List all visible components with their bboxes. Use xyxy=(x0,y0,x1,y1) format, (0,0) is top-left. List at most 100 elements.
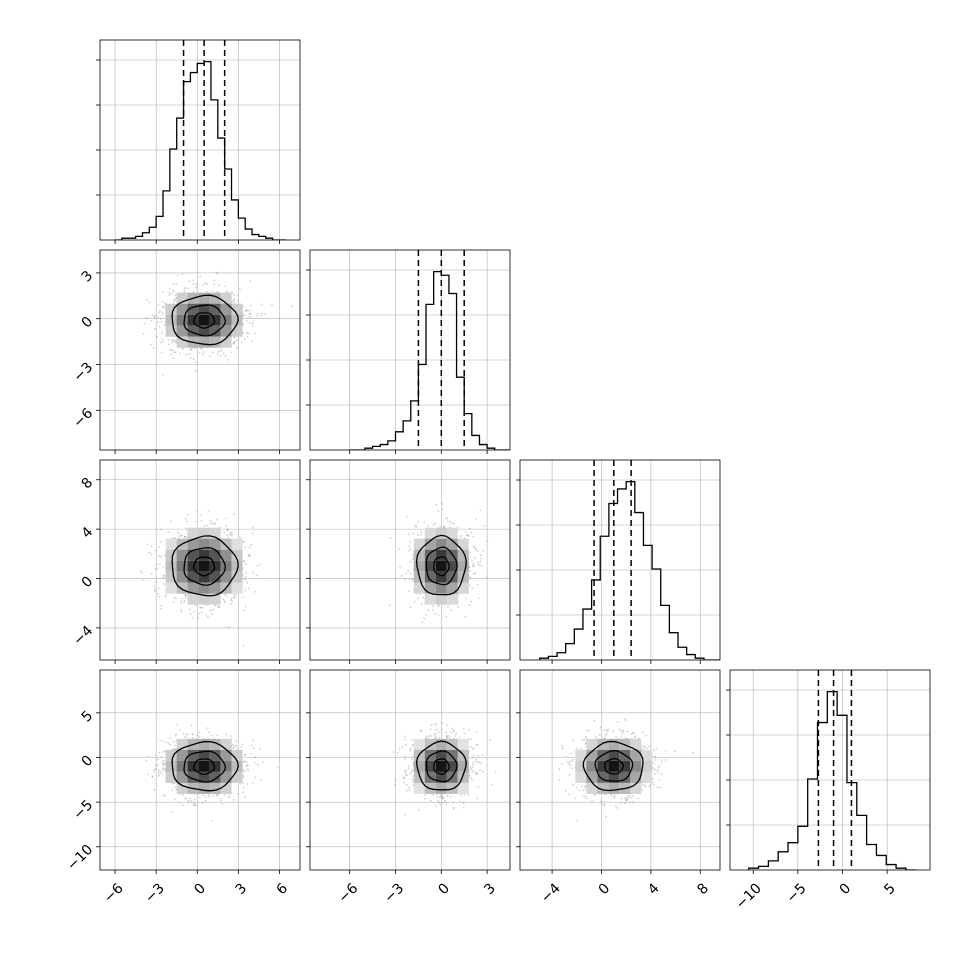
scatter-point xyxy=(162,575,165,577)
marginal-panel-2 xyxy=(516,460,720,664)
scatter-point xyxy=(470,600,472,603)
scatter-point xyxy=(195,286,198,289)
scatter-point xyxy=(470,738,472,740)
density-cell xyxy=(435,749,447,761)
scatter-point xyxy=(472,770,475,772)
scatter-point xyxy=(162,764,165,767)
scatter-point xyxy=(595,736,597,738)
density-cell xyxy=(187,771,199,783)
scatter-point xyxy=(172,740,175,743)
scatter-point xyxy=(660,773,663,775)
x-tick-label: −6 xyxy=(101,880,127,906)
scatter-point xyxy=(654,773,656,775)
y-tick-label: −4 xyxy=(70,623,96,649)
scatter-point xyxy=(160,756,163,758)
scatter-point xyxy=(159,771,162,774)
scatter-point xyxy=(428,736,430,738)
density-cell xyxy=(209,549,221,561)
scatter-point xyxy=(160,320,163,323)
scatter-point xyxy=(558,768,561,771)
joint-frame-0-3 xyxy=(99,669,301,871)
scatter-point xyxy=(158,555,161,558)
scatter-point xyxy=(215,604,218,607)
scatter-point xyxy=(420,729,422,732)
density-cell xyxy=(209,325,221,337)
scatter-point xyxy=(614,805,617,807)
contour-line-1 xyxy=(183,304,226,337)
scatter-point xyxy=(164,768,166,770)
scatter-point xyxy=(398,748,401,751)
scatter-point xyxy=(466,533,469,536)
density-cell xyxy=(209,582,221,594)
scatter-point xyxy=(183,735,186,738)
scatter-point xyxy=(477,561,479,564)
scatter-point xyxy=(247,587,250,590)
scatter-point xyxy=(261,761,264,764)
scatter-point xyxy=(161,331,164,334)
density-cell xyxy=(457,760,469,772)
density-cell xyxy=(209,336,221,348)
marginal-panel-3 xyxy=(726,670,930,874)
scatter-point xyxy=(223,599,226,602)
scatter-point xyxy=(173,747,176,750)
y-tick-label: 0 xyxy=(79,752,97,770)
contour-line-0 xyxy=(433,556,450,577)
scatter-point xyxy=(257,764,259,766)
scatter-point xyxy=(172,601,175,603)
scatter-point xyxy=(226,290,229,293)
scatter-point xyxy=(615,735,617,738)
scatter-point xyxy=(407,569,410,572)
scatter-point xyxy=(231,599,234,602)
scatter-point xyxy=(254,776,257,779)
scatter-point xyxy=(158,546,161,548)
scatter-point xyxy=(441,508,444,511)
scatter-point xyxy=(250,753,253,755)
scatter-point xyxy=(452,729,455,732)
density-cell xyxy=(209,771,221,783)
scatter-point xyxy=(417,808,420,811)
scatter-point xyxy=(437,614,440,616)
scatter-point xyxy=(153,788,156,791)
scatter-point xyxy=(478,597,481,600)
scatter-point xyxy=(611,794,613,797)
scatter-point xyxy=(249,280,252,282)
density-cell xyxy=(165,771,177,783)
scatter-point xyxy=(201,802,204,804)
scatter-point xyxy=(434,737,436,739)
scatter-point xyxy=(656,768,659,771)
scatter-point xyxy=(198,796,201,799)
scatter-point xyxy=(437,605,440,608)
scatter-point xyxy=(645,734,647,737)
scatter-point xyxy=(256,312,259,315)
scatter-point xyxy=(236,294,239,297)
scatter-point xyxy=(482,770,484,773)
scatter-point xyxy=(237,299,240,302)
scatter-point xyxy=(209,609,212,612)
scatter-point xyxy=(173,299,176,301)
scatter-point xyxy=(194,802,197,805)
scatter-point xyxy=(612,730,614,733)
scatter-point xyxy=(437,510,440,512)
scatter-point xyxy=(637,737,640,739)
scatter-point xyxy=(653,783,655,786)
scatter-point xyxy=(632,801,634,804)
scatter-point xyxy=(249,312,252,315)
joint-frame-0-1 xyxy=(99,249,301,451)
scatter-point xyxy=(407,767,410,769)
scatter-point xyxy=(242,775,245,778)
scatter-point xyxy=(243,337,246,340)
scatter-point xyxy=(191,617,194,619)
scatter-point xyxy=(632,731,634,734)
scatter-point xyxy=(464,531,467,533)
density-cell xyxy=(220,760,232,772)
scatter-point xyxy=(233,596,235,599)
scatter-point xyxy=(230,603,233,605)
density-cell xyxy=(198,303,210,315)
scatter-point xyxy=(163,759,166,762)
scatter-point xyxy=(613,794,616,797)
scatter-point xyxy=(401,746,404,748)
scatter-point xyxy=(430,735,433,738)
scatter-point xyxy=(479,769,482,772)
scatter-point xyxy=(167,339,170,341)
